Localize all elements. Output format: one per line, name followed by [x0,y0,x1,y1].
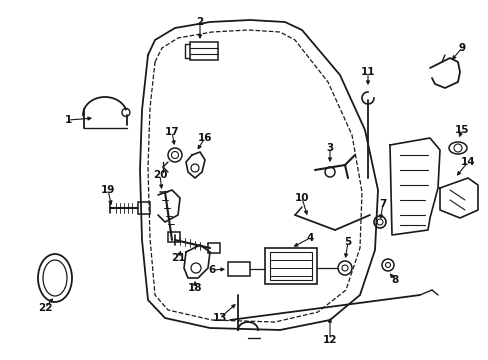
Bar [190,42,218,60]
Text: 3: 3 [325,143,333,153]
Bar [264,248,316,284]
Text: 6: 6 [208,265,215,275]
Text: 7: 7 [379,199,386,209]
Bar [207,243,220,253]
Text: 5: 5 [344,237,351,247]
Bar [138,202,150,214]
Text: 11: 11 [360,67,374,77]
Text: 10: 10 [294,193,308,203]
Text: 19: 19 [101,185,115,195]
Text: 22: 22 [38,303,52,313]
Text: 13: 13 [212,313,227,323]
Text: 21: 21 [170,253,185,263]
Text: 15: 15 [454,125,468,135]
Text: 17: 17 [164,127,179,137]
Text: 1: 1 [64,115,71,125]
Text: 2: 2 [196,17,203,27]
Text: 18: 18 [187,283,202,293]
Text: 8: 8 [390,275,398,285]
Text: 9: 9 [458,43,465,53]
Bar [168,232,180,242]
Text: 4: 4 [305,233,313,243]
Text: 20: 20 [152,170,167,180]
Text: 12: 12 [322,335,337,345]
Bar [227,262,249,276]
Bar [269,252,311,280]
Text: 16: 16 [197,133,212,143]
Text: 14: 14 [460,157,474,167]
